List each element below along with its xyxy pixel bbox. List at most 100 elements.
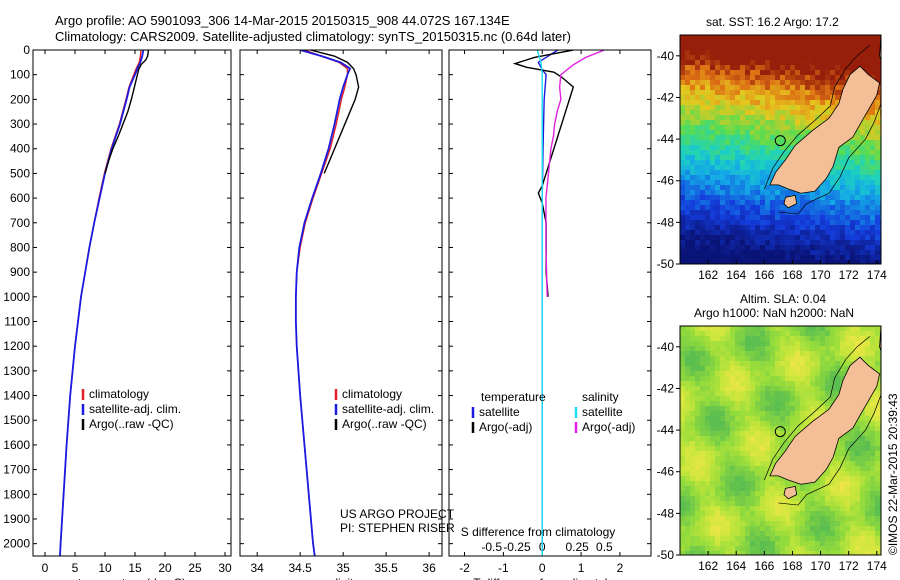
series-line-climatology (59, 50, 142, 556)
plot-frame (32, 49, 232, 557)
x-tick-label: 170 (811, 268, 831, 282)
x-tick-label: 30 (218, 561, 232, 575)
stewart-island-land (783, 485, 798, 500)
y-tick-label: 500 (10, 166, 30, 180)
y-tick-label: 600 (10, 191, 30, 205)
sst-map-title: sat. SST: 16.2 Argo: 17.2 (706, 15, 839, 29)
x-tick-label: 174 (867, 268, 887, 282)
y-tick-label: 1300 (3, 364, 30, 378)
series-line-argo-adj- (545, 50, 605, 297)
y-tick-label: -44 (657, 132, 675, 146)
y-tick-label: -42 (657, 90, 675, 104)
y-tick-label: 1600 (3, 438, 30, 452)
y-tick-label: 1900 (3, 512, 30, 526)
x-axis-label: T difference from climatology (473, 576, 627, 580)
y-tick-label: 1200 (3, 339, 30, 353)
map-frame (679, 34, 882, 265)
y-tick-label: 1000 (3, 290, 30, 304)
y-tick-label: 400 (10, 142, 30, 156)
y-tick-label: 300 (10, 117, 30, 131)
x-tick-label: 164 (726, 559, 746, 573)
legend-label: satellite (582, 405, 623, 419)
argo-position-marker (774, 135, 786, 147)
x-tick-label: 10 (98, 561, 112, 575)
x-axis-label: temperature (deg C) (78, 576, 186, 580)
profile-panel-2: 34 34.5 35 35.5 36 salinity climatologysatelli… (239, 49, 443, 580)
x-tick-label: 20 (158, 561, 172, 575)
y-tick-label: -48 (657, 215, 675, 229)
depth-contour (764, 336, 870, 481)
x-tick-label: 174 (867, 559, 887, 573)
series-line-argo-raw-qc- (310, 50, 360, 174)
x-tick-label: 25 (188, 561, 202, 575)
legend-label: Argo(-adj) (479, 420, 532, 434)
x-tick-label: 162 (698, 268, 718, 282)
legend-title-salinity: salinity (582, 390, 619, 404)
south-island-land (769, 65, 881, 194)
x-top-axis-label: S difference from climatology (461, 525, 616, 539)
depth-contour (764, 45, 870, 190)
x-top-tick-label: -0.25 (503, 540, 531, 554)
x-tick-label: -2 (459, 561, 470, 575)
y-tick-label: 1700 (3, 463, 30, 477)
y-tick-label: 0 (23, 43, 30, 57)
y-tick-label: -46 (657, 465, 675, 479)
x-tick-label: 166 (754, 559, 774, 573)
figure-title-line2: Climatology: CARS2009. Satellite-adjuste… (55, 29, 571, 44)
x-tick-label: 36 (422, 561, 436, 575)
legend-label: satellite-adj. clim. (89, 402, 181, 416)
y-tick-label: 800 (10, 240, 30, 254)
series-line-satellite-adj-clim- (294, 50, 352, 556)
x-tick-label: 15 (128, 561, 142, 575)
y-tick-label: -50 (657, 548, 675, 562)
credit-line2: PI: STEPHEN RISER (340, 521, 455, 535)
y-tick-label: 2000 (3, 537, 30, 551)
x-tick-label: 1 (578, 561, 585, 575)
y-tick-label: 1800 (3, 487, 30, 501)
x-tick-label: 5 (72, 561, 79, 575)
plot-frame (239, 49, 443, 557)
profile-panel-1: 0 5 10 15 20 25 300100200300400500600700800900… (3, 43, 232, 580)
legend-label: Argo(-adj) (582, 420, 635, 434)
x-tick-label: 34 (251, 561, 265, 575)
map-frame (679, 325, 882, 556)
x-tick-label: 162 (698, 559, 718, 573)
legend-title-temperature: temperature (481, 390, 546, 404)
sla-map: 162 164 166 168 170 172 174 -40 -42 -44 -46 -48 -50 (657, 325, 887, 573)
x-tick-label: 170 (811, 559, 831, 573)
x-tick-label: 172 (839, 268, 859, 282)
figure-title-line1: Argo profile: AO 5901093_306 14-Mar-2015… (55, 13, 510, 28)
x-tick-label: 172 (839, 559, 859, 573)
depth-contour (778, 394, 881, 506)
legend-label: Argo(..raw -QC) (342, 417, 427, 431)
y-tick-label: -50 (657, 257, 675, 271)
x-tick-label: 166 (754, 268, 774, 282)
y-tick-label: -40 (657, 49, 675, 63)
y-tick-label: -48 (657, 506, 675, 520)
stewart-island-land (783, 194, 798, 209)
sst-map: 162 164 166 168 170 172 174 -40 -42 -44 -46 -48 -50 (657, 34, 887, 282)
y-tick-label: 200 (10, 92, 30, 106)
y-tick-label: 1400 (3, 389, 30, 403)
y-tick-label: -40 (657, 340, 675, 354)
x-tick-label: 35.5 (374, 561, 398, 575)
y-tick-label: 100 (10, 68, 30, 82)
argo-position-marker (774, 426, 786, 438)
x-tick-label: 34.5 (288, 561, 312, 575)
legend-label: climatology (89, 387, 149, 401)
plot-frame (448, 49, 652, 557)
series-line-climatology (295, 50, 349, 556)
legend-label: climatology (342, 387, 402, 401)
y-tick-label: 1500 (3, 413, 30, 427)
legend-label: Argo(..raw -QC) (89, 417, 174, 431)
y-tick-label: 900 (10, 265, 30, 279)
y-tick-label: -46 (657, 174, 675, 188)
x-top-tick-label: 0.5 (596, 540, 613, 554)
series-line-satellite (536, 50, 543, 556)
x-tick-label: 0 (539, 561, 546, 575)
x-tick-label: 168 (782, 559, 802, 573)
x-top-tick-label: -0.5 (481, 540, 502, 554)
x-top-tick-label: 0.25 (566, 540, 590, 554)
depth-contour (778, 103, 881, 215)
